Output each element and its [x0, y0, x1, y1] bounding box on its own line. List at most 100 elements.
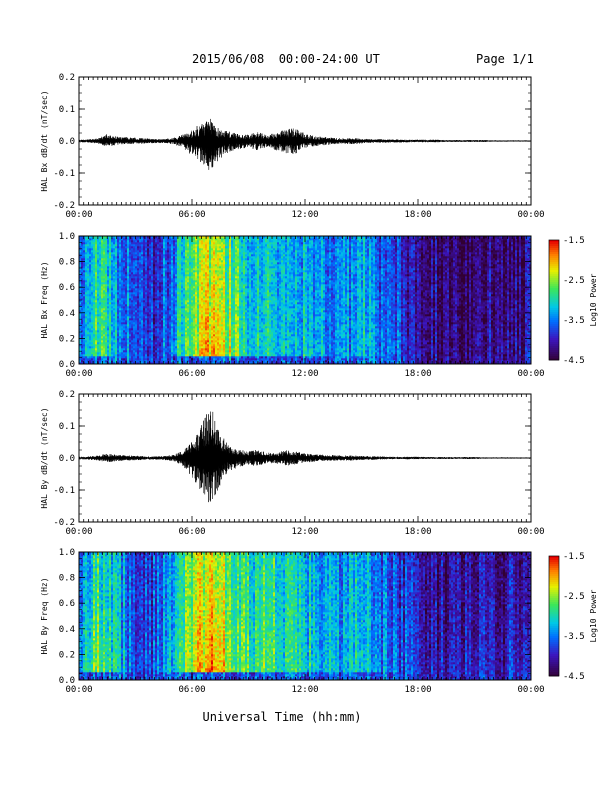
spectrogram-cell: [223, 328, 225, 330]
spectrogram-cell: [199, 266, 201, 268]
spectrogram-cell: [195, 262, 197, 264]
spectrogram-cell: [109, 268, 111, 270]
spectrogram-cell: [171, 318, 173, 320]
spectrogram-cell: [149, 290, 151, 292]
spectrogram-cell: [145, 320, 147, 322]
spectrogram-cell: [161, 340, 163, 342]
spectrogram-cell: [153, 242, 155, 244]
spectrogram-cell: [149, 278, 151, 280]
spectrogram-cell: [143, 272, 145, 274]
spectrogram-cell: [113, 286, 115, 288]
spectrogram-cell: [185, 282, 187, 284]
spectrogram-cell: [121, 300, 123, 302]
spectrogram-cell: [197, 282, 199, 284]
spectrogram-cell: [91, 320, 93, 322]
spectrogram-cell: [219, 290, 221, 292]
spectrogram-cell: [95, 260, 97, 262]
spectrogram-cell: [175, 320, 177, 322]
spectrogram-cell: [109, 312, 111, 314]
spectrogram-cell: [201, 240, 203, 242]
spectrogram-cell: [157, 242, 159, 244]
spectrogram-cell: [133, 332, 135, 334]
spectrogram-cell: [109, 316, 111, 318]
spectrogram-cell: [173, 246, 175, 248]
spectrogram-cell: [205, 318, 207, 320]
spectrogram-cell: [151, 280, 153, 282]
spectrogram-cell: [205, 294, 207, 296]
spectrogram-cell: [171, 346, 173, 348]
spectrogram-cell: [207, 300, 209, 302]
spectrogram-cell: [89, 282, 91, 284]
spectrogram-cell: [151, 254, 153, 256]
spectrogram-cell: [225, 348, 227, 350]
spectrogram-cell: [81, 360, 83, 362]
spectrogram-cell: [165, 306, 167, 308]
spectrogram-cell: [177, 260, 179, 262]
spectrogram-cell: [119, 320, 121, 322]
spectrogram-cell: [135, 358, 137, 360]
spectrogram-cell: [81, 268, 83, 270]
spectrogram-cell: [87, 354, 89, 356]
spectrogram-cell: [193, 260, 195, 262]
spectrogram-cell: [123, 284, 125, 286]
spectrogram-cell: [135, 356, 137, 358]
spectrogram-cell: [101, 280, 103, 282]
spectrogram-cell: [121, 278, 123, 280]
spectrogram-cell: [219, 304, 221, 306]
spectrogram-cell: [117, 280, 119, 282]
spectrogram-cell: [191, 314, 193, 316]
spectrogram-cell: [155, 292, 157, 294]
spectrogram-cell: [173, 262, 175, 264]
spectrogram-cell: [221, 238, 223, 240]
spectrogram-cell: [127, 358, 129, 360]
spectrogram-cell: [203, 268, 205, 270]
x-tick-label: 06:00: [178, 210, 205, 220]
spectrogram-cell: [193, 340, 195, 342]
spectrogram-cell: [111, 256, 113, 258]
spectrogram-cell: [181, 298, 183, 300]
spectrogram-cell: [161, 254, 163, 256]
spectrogram-cell: [143, 358, 145, 360]
spectrogram-cell: [115, 284, 117, 286]
spectrogram-cell: [201, 354, 203, 356]
spectrogram-cell: [159, 332, 161, 334]
spectrogram-cell: [91, 254, 93, 256]
spectrogram-cell: [139, 254, 141, 256]
spectrogram-cell: [81, 272, 83, 274]
spectrogram-cell: [159, 358, 161, 360]
spectrogram-cell: [161, 338, 163, 340]
spectrogram-cell: [135, 318, 137, 320]
spectrogram-cell: [169, 340, 171, 342]
spectrogram-cell: [183, 304, 185, 306]
spectrogram-cell: [93, 240, 95, 242]
spectrogram-cell: [165, 348, 167, 350]
spectrogram-cell: [141, 308, 143, 310]
spectrogram-cell: [197, 334, 199, 336]
spectrogram-cell: [169, 306, 171, 308]
spectrogram-cell: [191, 342, 193, 344]
spectrogram-cell: [93, 286, 95, 288]
spectrogram-cell: [101, 336, 103, 338]
spectrogram-cell: [189, 300, 191, 302]
spectrogram-cell: [155, 298, 157, 300]
spectrogram-cell: [125, 310, 127, 312]
spectrogram-cell: [163, 324, 165, 326]
spectrogram-cell: [97, 270, 99, 272]
spectrogram-cell: [159, 288, 161, 290]
spectrogram-cell: [115, 244, 117, 246]
spectrogram-cell: [137, 310, 139, 312]
spectrogram-cell: [161, 322, 163, 324]
spectrogram-cell: [141, 304, 143, 306]
spectrogram-cell: [215, 306, 217, 308]
spectrogram-cell: [155, 272, 157, 274]
spectrogram-cell: [85, 322, 87, 324]
spectrogram-cell: [171, 274, 173, 276]
spectrogram-cell: [177, 314, 179, 316]
spectrogram-cell: [103, 304, 105, 306]
spectrogram-cell: [155, 294, 157, 296]
spectrogram-cell: [133, 254, 135, 256]
spectrogram-cell: [125, 334, 127, 336]
spectrogram-cell: [209, 254, 211, 256]
spectrogram-cell: [175, 328, 177, 330]
spectrogram-cell: [135, 250, 137, 252]
